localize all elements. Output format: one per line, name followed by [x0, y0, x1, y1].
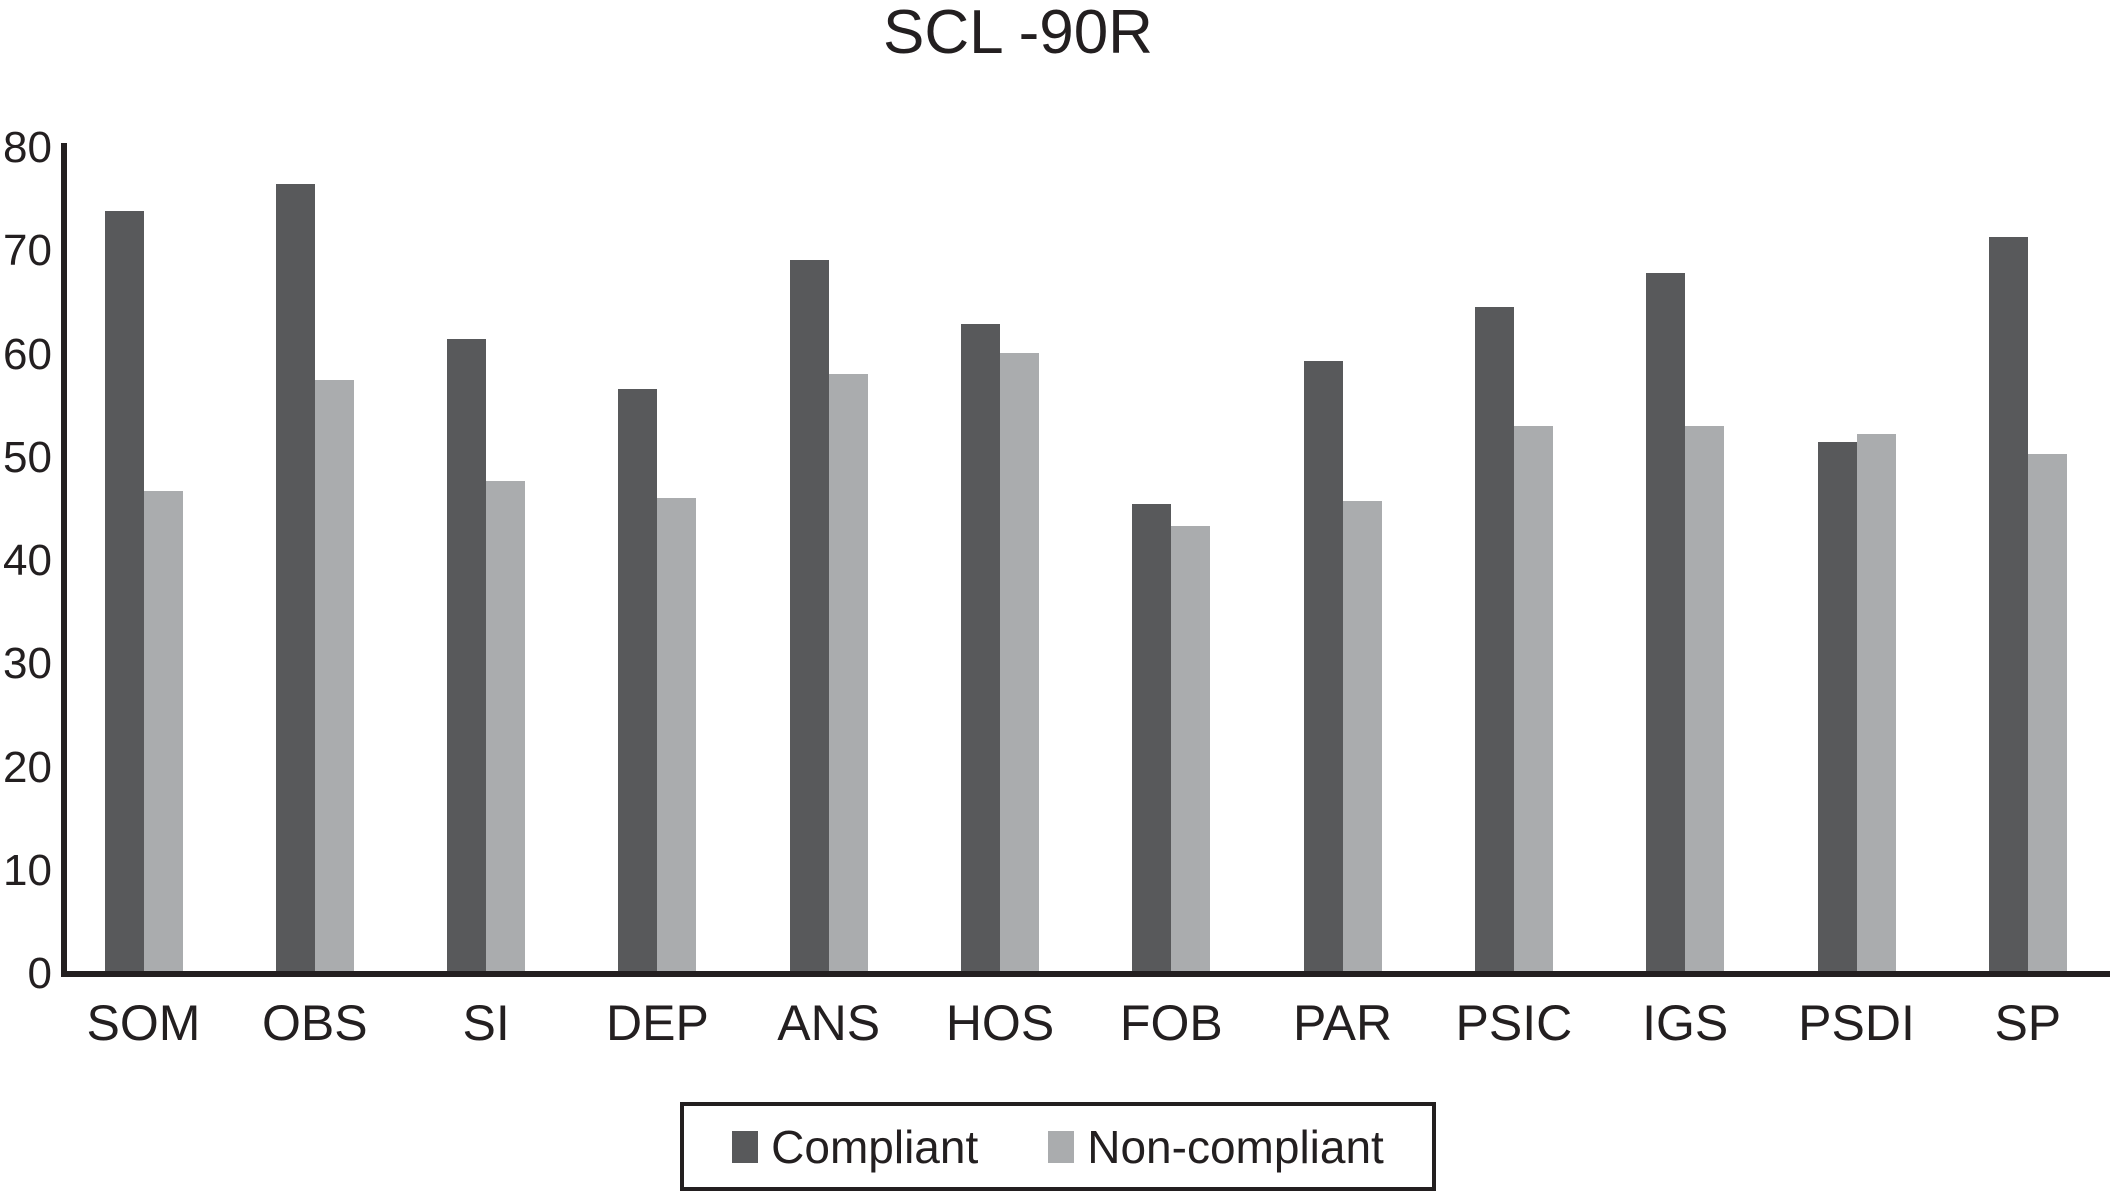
- chart-title: SCL -90R: [883, 0, 1153, 67]
- x-axis-label-som: SOM: [86, 995, 201, 1051]
- y-axis-tick-label-20: 20: [3, 742, 52, 792]
- x-axis-label-obs: OBS: [262, 995, 368, 1051]
- bar-non-compliant-par: [1342, 501, 1382, 974]
- bar-non-compliant-dep: [657, 498, 697, 974]
- y-axis-tick-label-0: 0: [27, 949, 52, 998]
- bar-compliant-hos: [961, 323, 1000, 974]
- bar-compliant-ans: [789, 259, 829, 974]
- bar-non-compliant-hos: [1000, 353, 1039, 974]
- bar-compliant-igs: [1646, 272, 1686, 974]
- y-axis-tick-label-50: 50: [3, 432, 52, 482]
- bar-non-compliant-si: [486, 481, 526, 974]
- bar-compliant-psic: [1474, 307, 1514, 974]
- bar-non-compliant-ans: [828, 374, 868, 974]
- bar-compliant-sp: [1988, 236, 2028, 974]
- x-axis-label-par: PAR: [1293, 995, 1393, 1051]
- bar-non-compliant-obs: [314, 380, 354, 974]
- bar-non-compliant-psic: [1513, 425, 1553, 974]
- bar-non-compliant-fob: [1171, 525, 1211, 974]
- bar-non-compliant-sp: [2027, 453, 2067, 974]
- x-axis-label-ans: ANS: [777, 995, 881, 1051]
- y-axis-tick-label-10: 10: [3, 845, 52, 895]
- bar-compliant-si: [447, 339, 487, 974]
- y-axis-tick-label-80: 80: [3, 123, 52, 172]
- bar-non-compliant-igs: [1685, 425, 1725, 974]
- x-axis-label-igs: IGS: [1642, 995, 1729, 1051]
- y-axis-tick-label-30: 30: [3, 639, 52, 689]
- y-axis-tick-label-60: 60: [3, 329, 52, 379]
- x-axis-label-si: SI: [462, 995, 510, 1051]
- x-axis-label-dep: DEP: [605, 995, 709, 1051]
- x-axis-label-fob: FOB: [1119, 995, 1223, 1051]
- x-axis-label-psic: PSIC: [1455, 995, 1573, 1051]
- y-axis-tick-label-40: 40: [3, 536, 52, 585]
- bar-compliant-fob: [1132, 504, 1172, 974]
- bar-compliant-dep: [618, 388, 658, 974]
- legend-swatch-compliant: [732, 1130, 759, 1163]
- bar-compliant-som: [104, 210, 144, 974]
- y-axis-tick-label-70: 70: [3, 226, 52, 276]
- bar-compliant-par: [1303, 360, 1343, 974]
- legend-swatch-non-compliant: [1048, 1130, 1075, 1163]
- legend-label-non-compliant: Non-compliant: [1087, 1120, 1384, 1173]
- legend-label-compliant: Compliant: [771, 1120, 979, 1173]
- bar-non-compliant-som: [143, 490, 183, 974]
- legend-item-non-compliant: Non-compliant: [1048, 1124, 1384, 1170]
- x-axis-line: [61, 971, 2110, 977]
- x-axis-label-hos: HOS: [945, 995, 1055, 1051]
- bar-compliant-obs: [275, 184, 315, 974]
- y-axis-line: [61, 143, 67, 977]
- x-axis-label-psdi: PSDI: [1798, 995, 1915, 1051]
- legend-item-compliant: Compliant: [732, 1124, 978, 1170]
- bar-non-compliant-psdi: [1856, 434, 1896, 974]
- x-axis-label-sp: SP: [1994, 995, 2062, 1051]
- legend: Compliant Non-compliant: [680, 1102, 1436, 1191]
- bar-compliant-psdi: [1817, 442, 1857, 974]
